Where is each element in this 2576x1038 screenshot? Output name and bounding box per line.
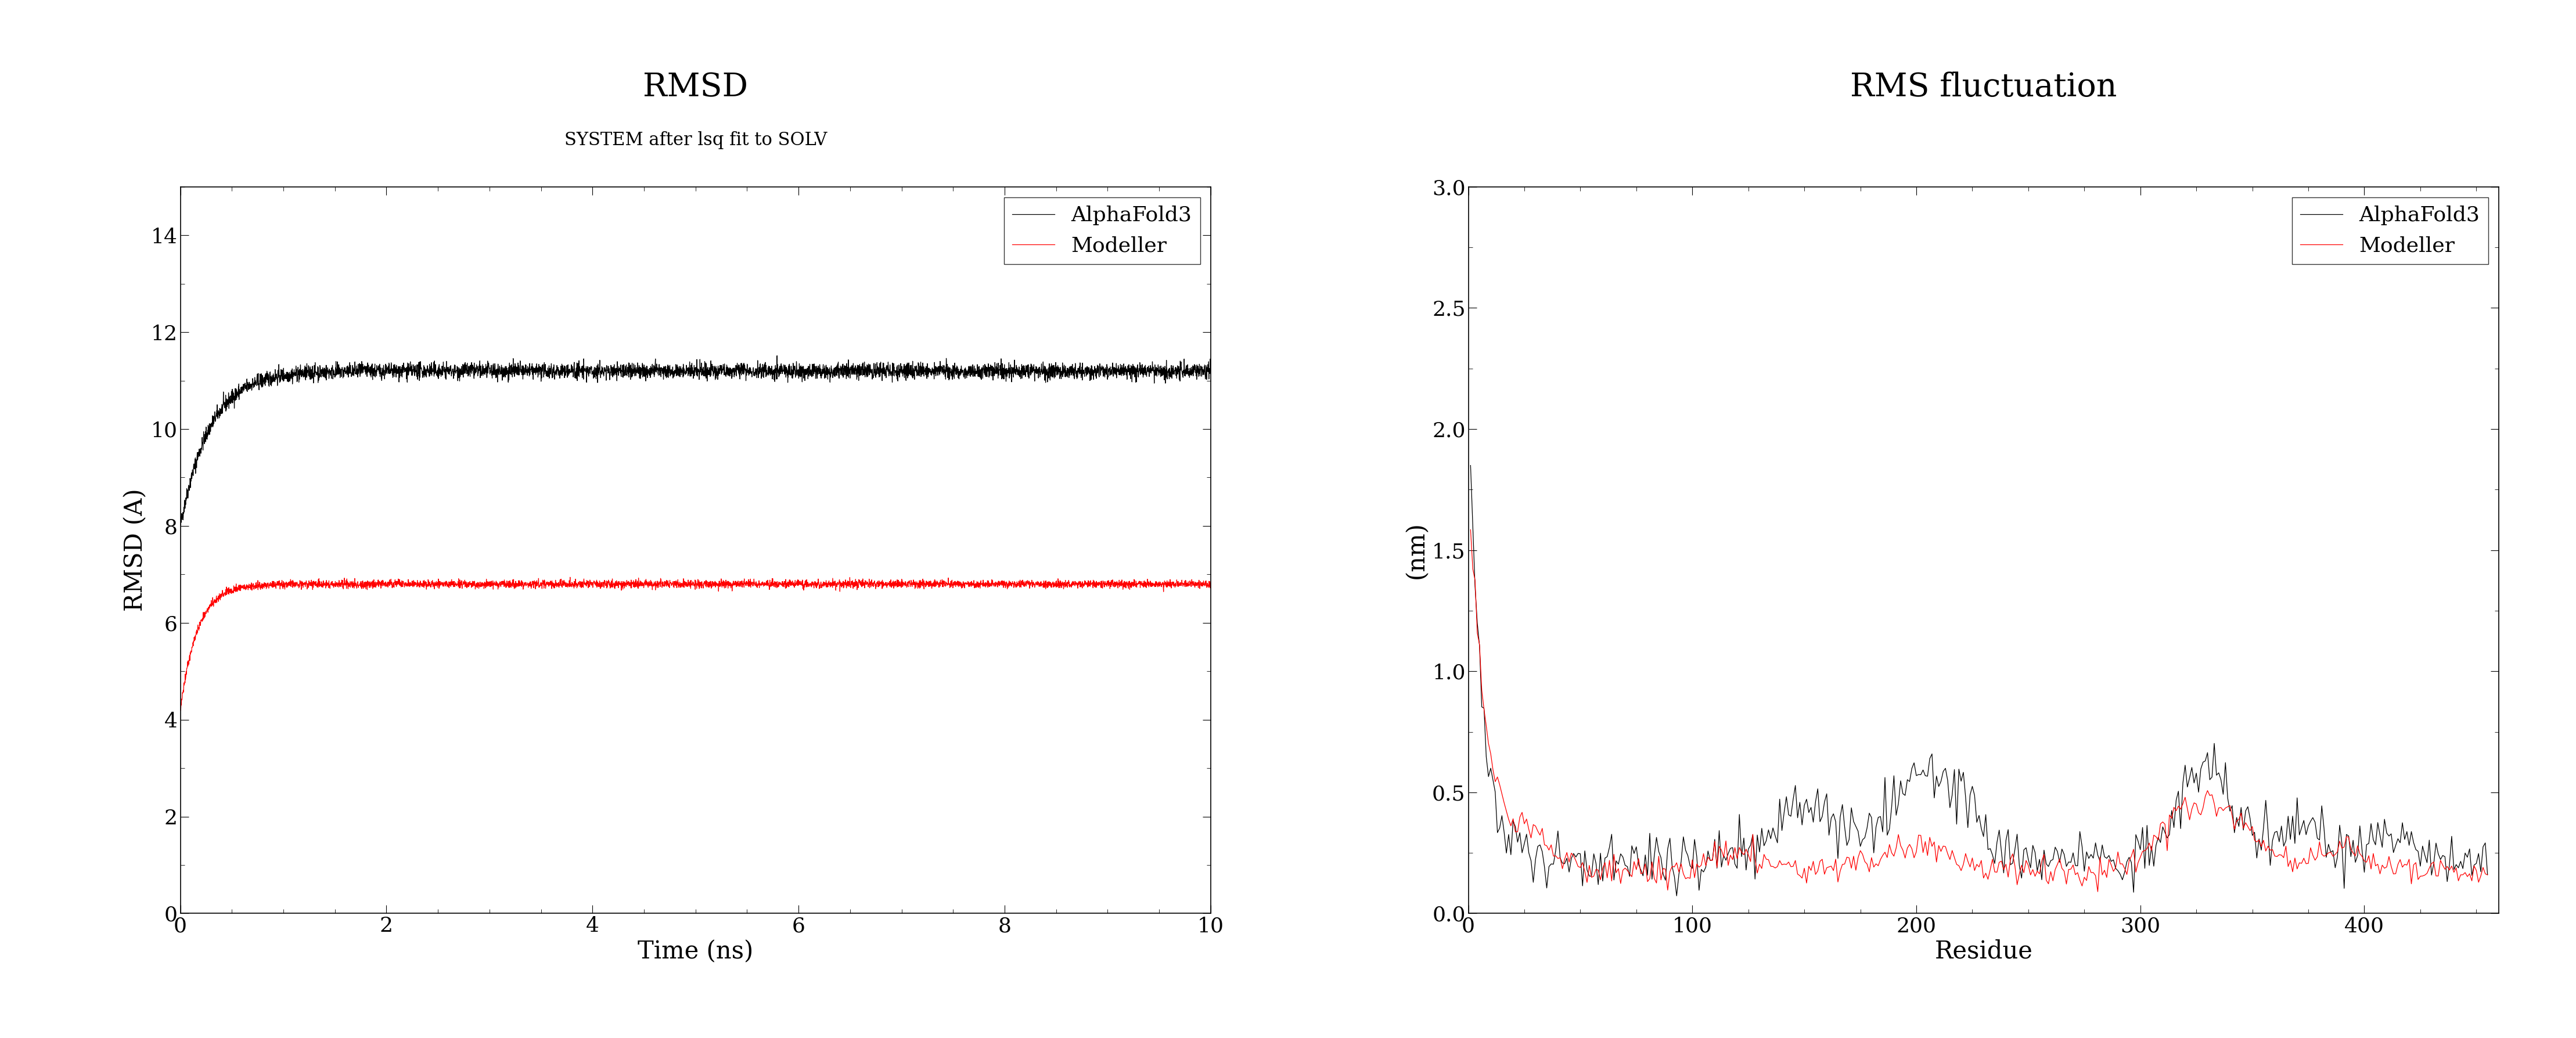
Line: Modeller: Modeller [180, 577, 1211, 710]
AlphaFold3 [1896, 762, 1927, 774]
Modeller [2473, 869, 2504, 881]
Y-axis label: RMSD (A): RMSD (A) [124, 489, 147, 611]
Y-axis label: (nm): (nm) [1404, 521, 1430, 579]
Line: Modeller: Modeller [1471, 529, 2488, 892]
Text: RMSD: RMSD [644, 72, 747, 104]
Modeller [165, 704, 196, 716]
Line: AlphaFold3: AlphaFold3 [1471, 465, 2488, 896]
Modeller [353, 579, 384, 592]
AlphaFold3 [835, 360, 866, 373]
AlphaFold3 [559, 356, 590, 368]
AlphaFold3 [165, 510, 196, 522]
Modeller [835, 580, 866, 593]
AlphaFold3 [1662, 890, 1692, 902]
Modeller [2445, 869, 2476, 881]
Modeller [1455, 523, 1486, 536]
AlphaFold3 [1455, 459, 1486, 471]
Modeller [783, 578, 814, 591]
Text: RMS fluctuation: RMS fluctuation [1850, 72, 2117, 104]
Title: SYSTEM after lsq fit to SOLV: SYSTEM after lsq fit to SOLV [564, 131, 827, 149]
AlphaFold3 [2473, 869, 2504, 881]
AlphaFold3 [935, 373, 966, 385]
Modeller [554, 571, 585, 583]
Modeller [2290, 857, 2321, 870]
AlphaFold3 [165, 519, 196, 531]
Modeller [935, 577, 966, 590]
AlphaFold3 [2290, 828, 2321, 841]
AlphaFold3 [1012, 359, 1043, 372]
AlphaFold3 [783, 372, 814, 384]
Modeller [1484, 778, 1515, 791]
AlphaFold3 [1484, 822, 1515, 835]
Modeller [1012, 576, 1043, 589]
AlphaFold3 [762, 350, 793, 362]
Line: AlphaFold3: AlphaFold3 [180, 356, 1211, 525]
X-axis label: Residue: Residue [1935, 939, 2032, 963]
Legend: AlphaFold3, Modeller: AlphaFold3, Modeller [1005, 197, 1200, 264]
Legend: AlphaFold3, Modeller: AlphaFold3, Modeller [2293, 197, 2488, 264]
Modeller [559, 579, 590, 592]
AlphaFold3 [2105, 868, 2136, 880]
Modeller [2439, 862, 2470, 874]
Modeller [2081, 885, 2112, 898]
Modeller [165, 704, 196, 716]
AlphaFold3 [1195, 367, 1226, 380]
AlphaFold3 [353, 357, 384, 370]
Modeller [2105, 857, 2136, 870]
Modeller [1893, 838, 1924, 850]
Modeller [1195, 576, 1226, 589]
AlphaFold3 [2439, 858, 2470, 871]
X-axis label: Time (ns): Time (ns) [639, 939, 752, 963]
AlphaFold3 [2445, 855, 2476, 868]
